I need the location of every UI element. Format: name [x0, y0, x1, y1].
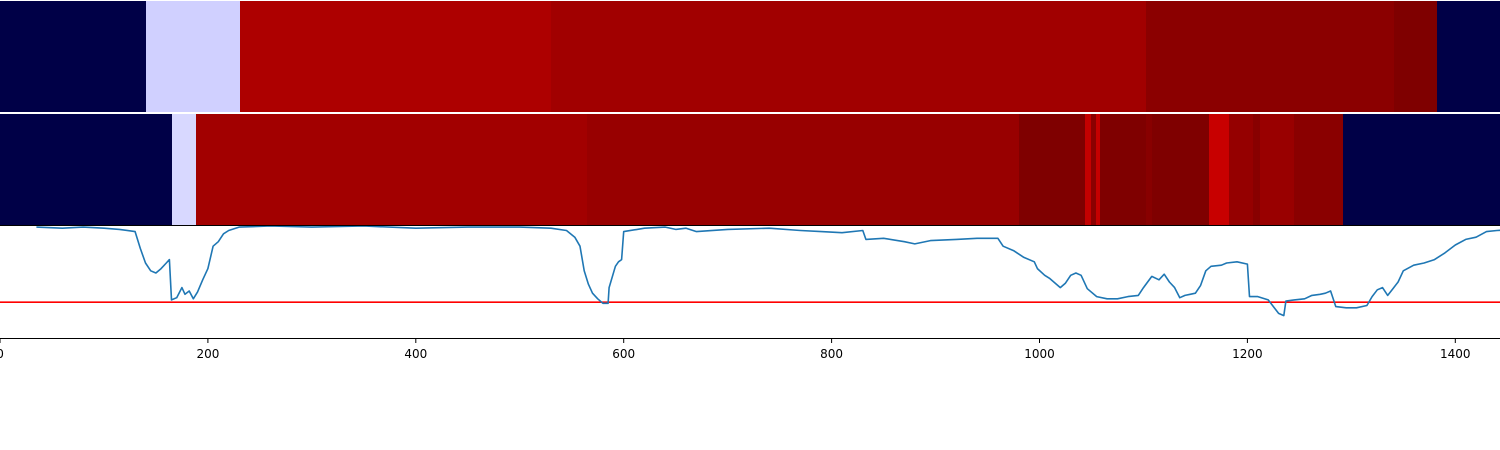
- heatmap-middle-segment: [1152, 114, 1209, 225]
- heatmap-middle-segment: [1209, 114, 1229, 225]
- x-tick-label: 400: [404, 347, 427, 361]
- line-plot-panel: [0, 225, 1500, 339]
- x-axis: 0 200 400 600 800 1000 1200 1400: [0, 338, 1471, 361]
- heatmap-top-segment: [1437, 1, 1500, 112]
- heatmap-middle-segment: [1343, 114, 1500, 225]
- heatmap-separator: [0, 112, 1500, 114]
- heatmap-middle-segment: [1100, 114, 1146, 225]
- heatmap-middle-segment: [1019, 114, 1085, 225]
- heatmap-middle-segment: [1146, 114, 1152, 225]
- heatmap-middle-panel: [0, 112, 1500, 225]
- heatmap-middle-segment: [0, 114, 172, 225]
- x-tick-label: 0: [0, 347, 4, 361]
- heatmap-middle-segment: [1229, 114, 1253, 225]
- x-tick-label: 1200: [1232, 347, 1263, 361]
- heatmap-middle-segment: [1096, 114, 1100, 225]
- heatmap-top-segment: [1146, 1, 1394, 112]
- heatmap-top-segment: [551, 1, 1146, 112]
- x-tick-label: 200: [196, 347, 219, 361]
- heatmap-top-panel: [0, 1, 1500, 112]
- heatmap-top-segment: [1394, 1, 1437, 112]
- heatmap-middle-segment: [1260, 114, 1294, 225]
- heatmap-middle-segment: [1091, 114, 1096, 225]
- series-line: [36, 226, 1500, 317]
- heatmap-top-segment: [240, 1, 551, 112]
- x-tick-label: 800: [820, 347, 843, 361]
- x-tick-label: 1400: [1440, 347, 1471, 361]
- heatmap-top-segment: [0, 1, 146, 112]
- heatmap-middle-segment: [587, 114, 1019, 225]
- x-tick-label: 1000: [1024, 347, 1055, 361]
- heatmap-middle-segment: [1294, 114, 1343, 225]
- heatmap-middle-segment: [1253, 114, 1260, 225]
- heatmap-top-segment: [146, 1, 240, 112]
- heatmap-middle-segment: [196, 114, 587, 225]
- heatmap-middle-segment: [1085, 114, 1091, 225]
- x-tick-label: 600: [612, 347, 635, 361]
- heatmap-middle-segment: [172, 114, 196, 225]
